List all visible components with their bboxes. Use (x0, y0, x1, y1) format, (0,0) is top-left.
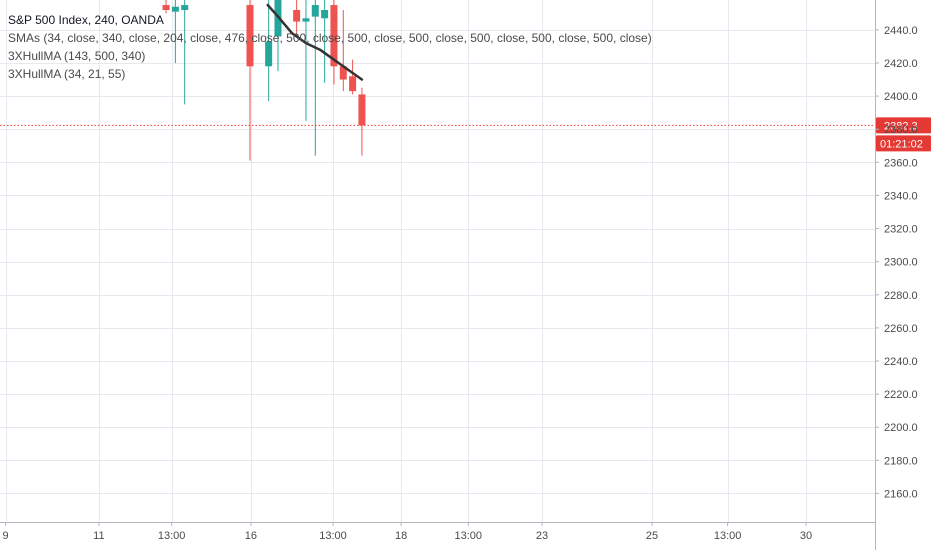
price-tick-label: 2260.0 (884, 323, 918, 335)
price-tick-label: 2320.0 (884, 224, 918, 236)
candle-body (162, 5, 170, 10)
candle-body (358, 94, 366, 126)
hull-ma-indicator-label-2[interactable]: 3XHullMA (34, 21, 55) (8, 67, 126, 81)
price-tick-label: 2420.0 (884, 58, 918, 70)
candle-body (302, 18, 310, 22)
candle-body (321, 10, 329, 19)
hull-ma-indicator-label-1[interactable]: 3XHullMA (143, 500, 340) (8, 49, 146, 63)
candle-body (330, 5, 338, 67)
price-tick-label: 2160.0 (884, 488, 918, 500)
time-tick-label: 13:00 (714, 530, 742, 542)
chart-legend: S&P 500 Index, 240, OANDA SMAs (34, clos… (8, 11, 652, 83)
symbol-title[interactable]: S&P 500 Index, 240, OANDA (8, 13, 164, 27)
price-tick-label: 2340.0 (884, 190, 918, 202)
time-tick-label: 16 (245, 530, 257, 542)
current-price-tag (876, 117, 931, 134)
candles (162, 0, 366, 161)
candle-body (181, 5, 189, 10)
time-tick-label: 23 (536, 530, 548, 542)
time-tick-label: 25 (646, 530, 658, 542)
candle-body (171, 6, 179, 12)
candle-body (293, 10, 301, 22)
candle-body (265, 41, 273, 67)
current-price-label: 2382.3 (884, 120, 918, 132)
candle-body (339, 66, 347, 80)
price-tick-label: 2200.0 (884, 422, 918, 434)
price-tick-label: 2280.0 (884, 290, 918, 302)
price-tick-label: 2360.0 (884, 157, 918, 169)
hull-ma-series (266, 3, 364, 81)
price-tick-label: 2400.0 (884, 91, 918, 103)
price-tick-label: 2300.0 (884, 257, 918, 269)
time-tick-label: 13:00 (319, 530, 347, 542)
countdown-tag (876, 135, 931, 152)
candle-body (349, 76, 357, 92)
sma-indicator-label[interactable]: SMAs (34, close, 340, close, 204, close,… (8, 31, 652, 45)
countdown-label: 01:21:02 (880, 138, 923, 150)
price-tick-label: 2440.0 (884, 25, 918, 37)
time-tick-label: 9 (3, 530, 9, 542)
price-tick-label: 2240.0 (884, 356, 918, 368)
price-tick-label: 2180.0 (884, 455, 918, 467)
price-tick-label: 2380.0 (884, 124, 918, 136)
candle-body (311, 5, 319, 17)
hull-ma-line (266, 3, 364, 81)
price-tick-label: 2220.0 (884, 389, 918, 401)
time-tick-label: 13:00 (158, 530, 186, 542)
time-tick-label: 18 (395, 530, 407, 542)
grid (0, 0, 875, 522)
candle-body (246, 5, 254, 67)
current-price-marker: 2382.3 01:21:02 (0, 117, 931, 152)
time-tick-label: 30 (800, 530, 812, 542)
time-tick-label: 11 (93, 530, 104, 542)
time-tick-label: 13:00 (455, 530, 483, 542)
